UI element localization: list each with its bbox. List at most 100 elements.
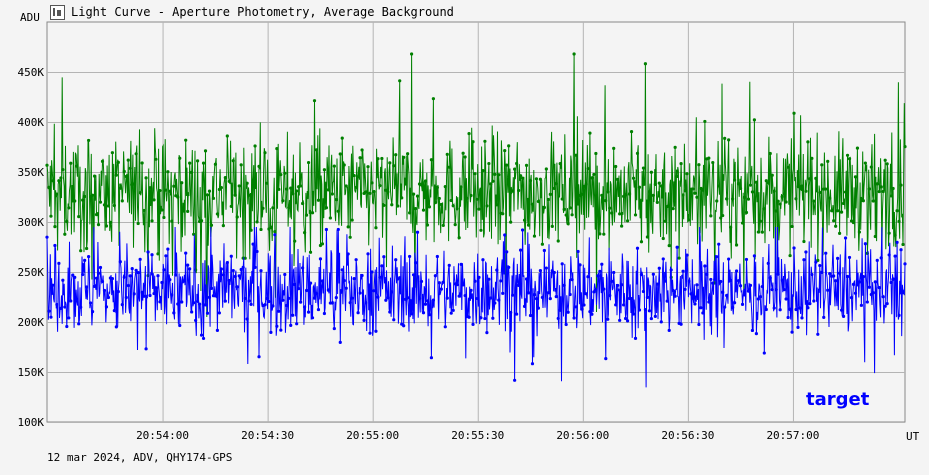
data-point bbox=[786, 165, 790, 169]
data-point bbox=[536, 306, 541, 310]
data-point bbox=[847, 255, 852, 260]
footer-info: 12 mar 2024, ADV, QHY174-GPS bbox=[47, 451, 233, 464]
data-point bbox=[85, 285, 89, 289]
data-point bbox=[485, 331, 489, 335]
data-point bbox=[461, 151, 465, 155]
data-point bbox=[732, 301, 737, 305]
data-point bbox=[806, 306, 810, 310]
y-tick-label: 450K bbox=[18, 66, 45, 79]
data-point bbox=[71, 273, 75, 277]
data-point bbox=[873, 280, 877, 284]
data-point bbox=[685, 172, 689, 176]
data-point bbox=[760, 284, 764, 289]
data-point bbox=[283, 171, 287, 175]
data-point bbox=[261, 206, 265, 210]
data-point bbox=[838, 231, 842, 235]
data-point bbox=[588, 131, 592, 135]
data-point bbox=[560, 262, 564, 266]
data-point bbox=[213, 294, 218, 298]
data-point bbox=[302, 305, 307, 309]
data-point bbox=[524, 163, 529, 167]
data-point bbox=[116, 290, 120, 294]
data-point bbox=[649, 170, 653, 174]
data-point bbox=[160, 208, 164, 212]
data-point bbox=[255, 249, 259, 254]
data-point bbox=[889, 280, 893, 285]
data-point bbox=[459, 185, 463, 189]
data-point bbox=[330, 301, 334, 305]
data-point bbox=[421, 208, 426, 212]
data-point bbox=[522, 218, 527, 222]
data-point bbox=[885, 302, 889, 306]
data-point bbox=[459, 262, 463, 266]
data-point bbox=[487, 277, 491, 281]
data-point bbox=[602, 232, 606, 236]
data-point bbox=[65, 219, 69, 224]
data-point bbox=[310, 316, 315, 320]
data-point bbox=[778, 202, 782, 206]
data-point bbox=[895, 209, 899, 213]
data-point bbox=[215, 328, 220, 332]
data-point bbox=[324, 206, 328, 210]
data-point bbox=[816, 332, 820, 336]
data-point bbox=[836, 209, 840, 213]
data-point bbox=[364, 301, 368, 305]
data-point bbox=[449, 198, 453, 203]
data-point bbox=[406, 296, 410, 300]
data-point bbox=[156, 274, 160, 278]
data-point bbox=[548, 192, 552, 196]
data-point bbox=[649, 316, 653, 321]
data-point bbox=[479, 316, 483, 320]
data-point bbox=[560, 197, 564, 201]
data-point bbox=[96, 271, 101, 275]
data-point bbox=[515, 312, 519, 316]
data-point bbox=[824, 251, 828, 255]
data-point bbox=[112, 203, 116, 208]
y-axis-label: ADU bbox=[20, 11, 40, 24]
data-point bbox=[79, 249, 83, 253]
data-point bbox=[518, 248, 523, 252]
data-point bbox=[289, 323, 293, 327]
data-point bbox=[239, 267, 243, 272]
data-point bbox=[184, 251, 188, 255]
data-point bbox=[869, 165, 873, 169]
data-point bbox=[320, 242, 325, 246]
data-point bbox=[180, 181, 184, 185]
data-point bbox=[293, 239, 297, 243]
data-point bbox=[495, 203, 499, 207]
data-point bbox=[612, 146, 616, 150]
data-point bbox=[332, 326, 336, 331]
data-point bbox=[265, 296, 269, 301]
data-point bbox=[774, 209, 778, 213]
data-point bbox=[322, 311, 327, 316]
data-point bbox=[871, 291, 875, 295]
data-point bbox=[408, 254, 412, 259]
y-tick-label: 150K bbox=[18, 366, 45, 379]
data-point bbox=[528, 313, 533, 318]
data-point bbox=[221, 224, 225, 228]
data-point bbox=[826, 159, 830, 163]
data-point bbox=[538, 269, 542, 273]
data-point bbox=[445, 152, 449, 156]
data-point bbox=[843, 236, 848, 240]
data-point bbox=[49, 315, 53, 319]
data-point bbox=[348, 235, 352, 239]
data-point bbox=[839, 210, 844, 214]
data-point bbox=[526, 223, 531, 227]
data-point bbox=[209, 286, 214, 290]
data-point bbox=[247, 299, 251, 303]
data-point bbox=[394, 258, 398, 262]
data-point bbox=[273, 229, 277, 234]
data-point bbox=[63, 232, 67, 236]
data-point bbox=[748, 283, 753, 287]
data-point bbox=[804, 250, 808, 254]
data-point bbox=[295, 322, 299, 326]
data-point bbox=[608, 293, 612, 298]
data-point bbox=[122, 169, 126, 174]
data-point bbox=[877, 189, 881, 194]
data-point bbox=[457, 294, 461, 298]
data-point bbox=[505, 163, 509, 167]
data-point bbox=[59, 176, 63, 180]
data-point bbox=[818, 190, 822, 195]
data-point bbox=[544, 167, 548, 171]
